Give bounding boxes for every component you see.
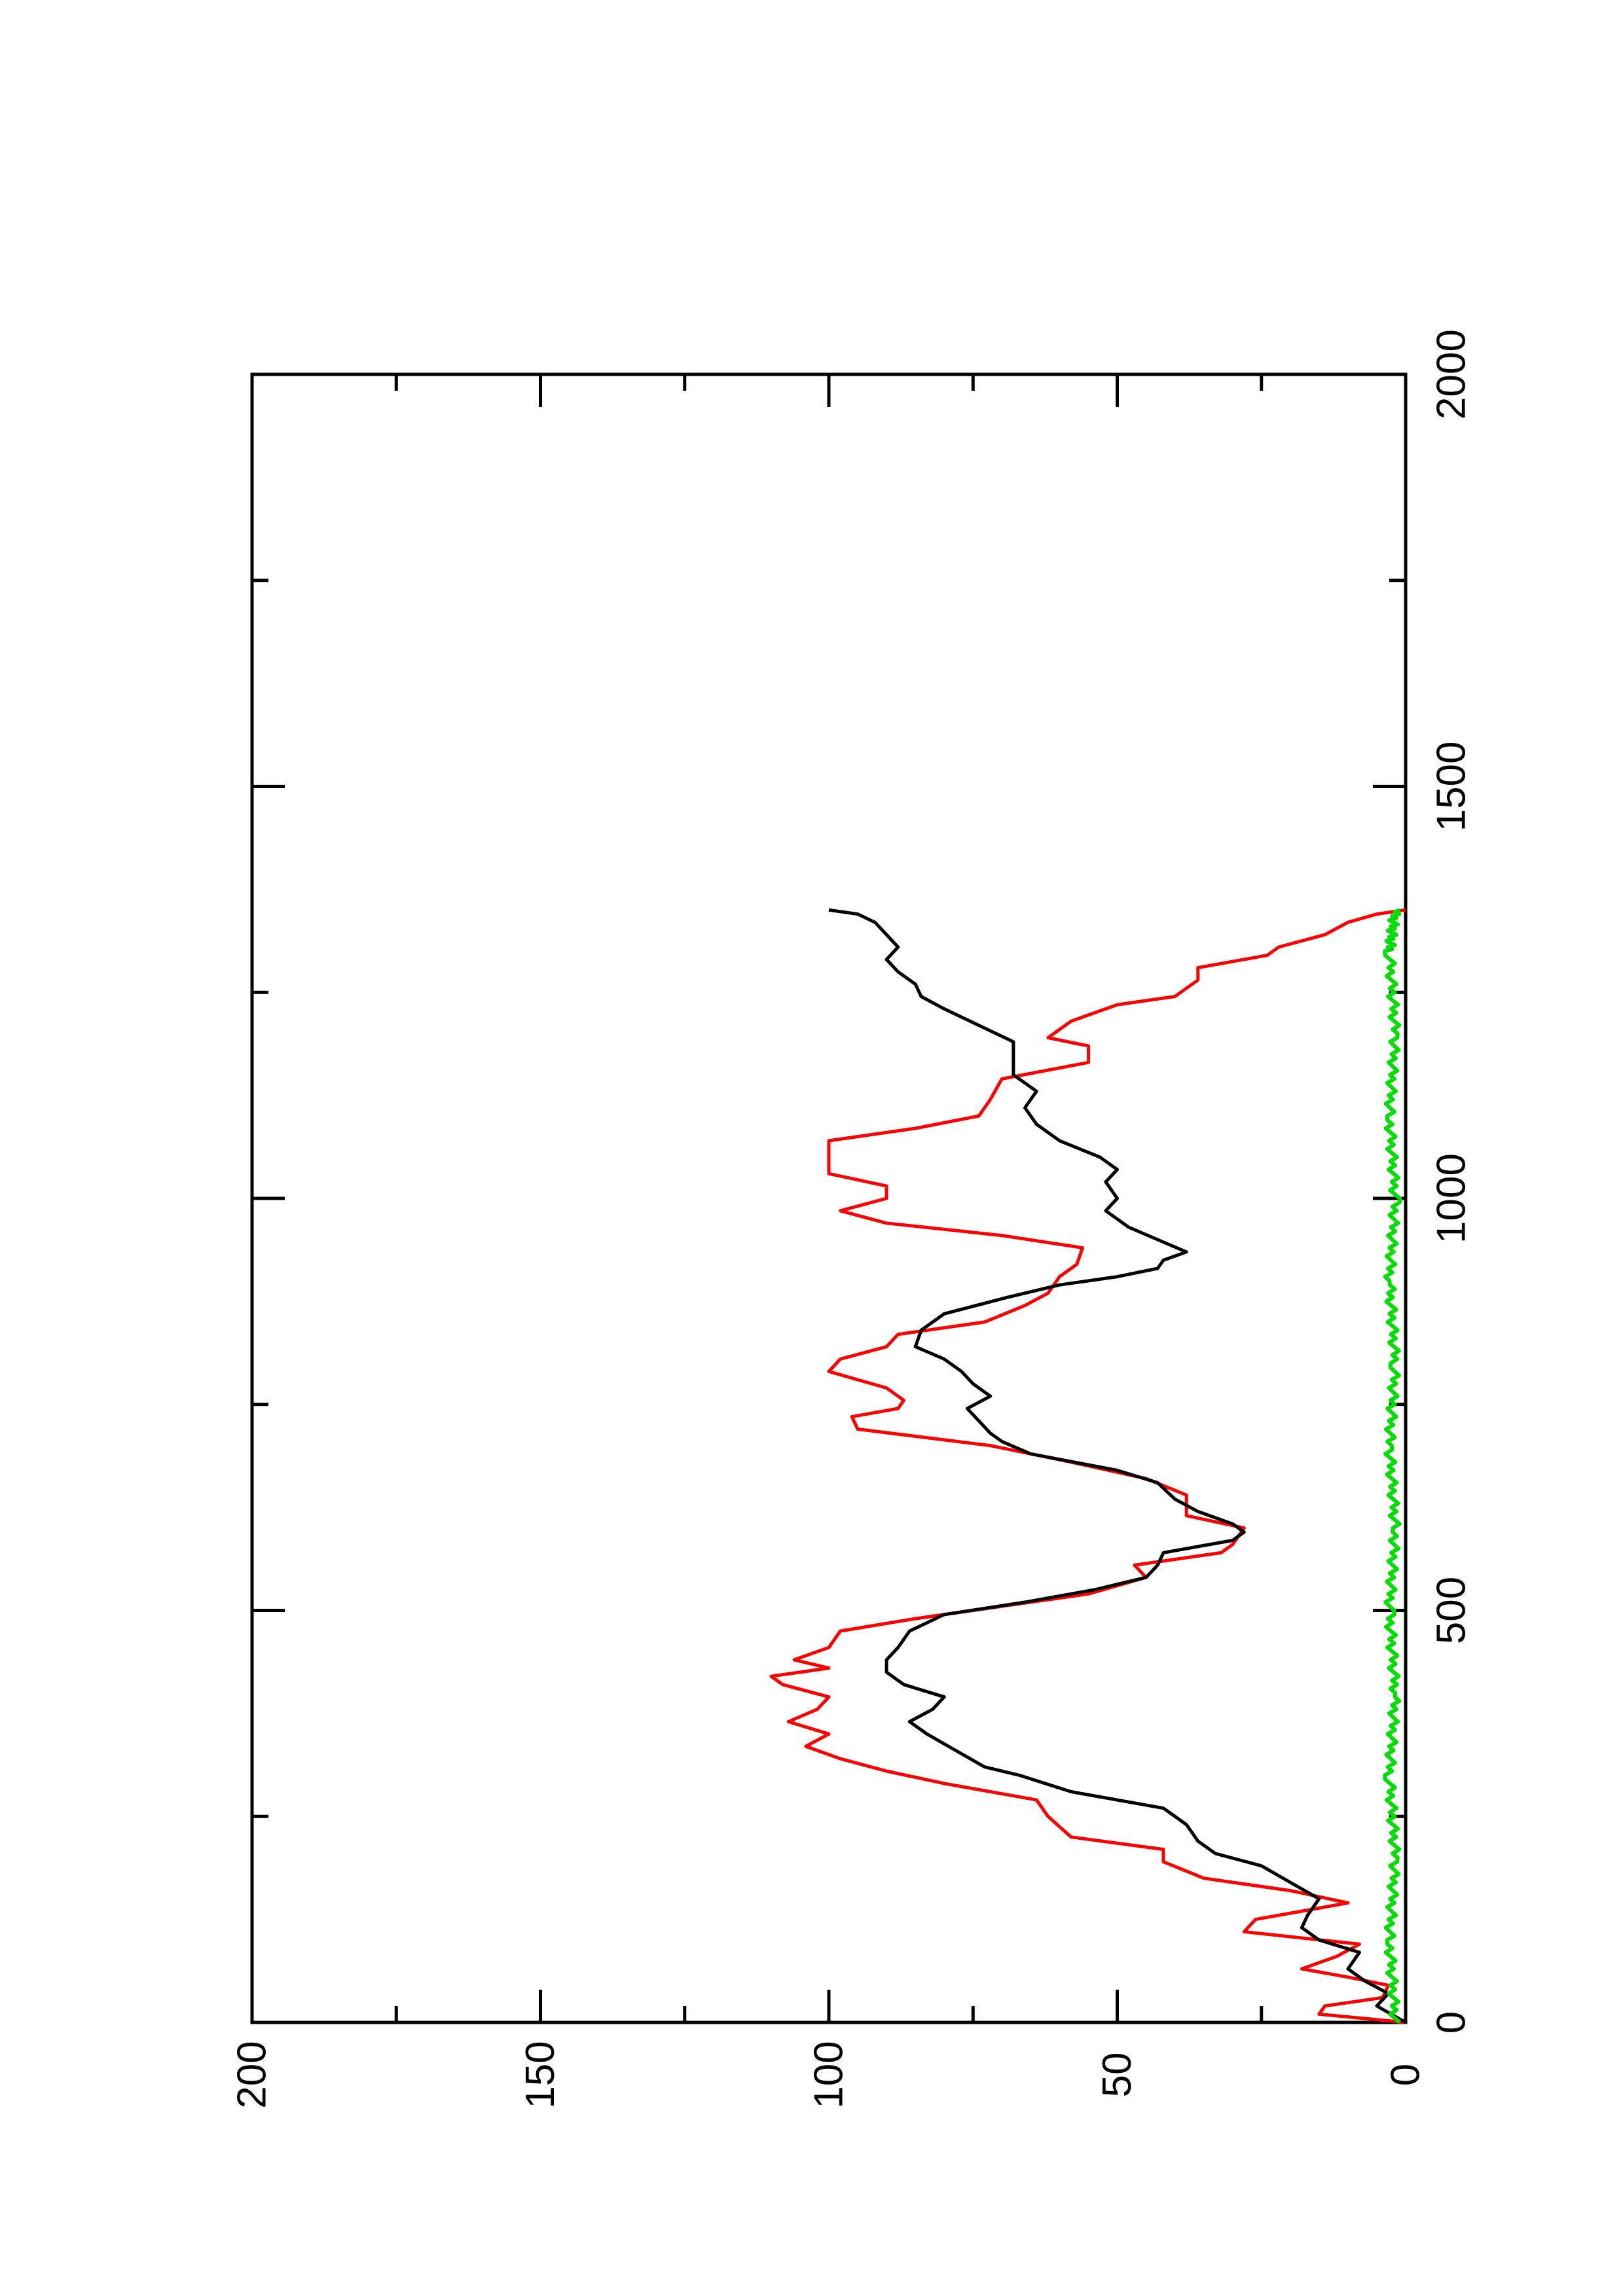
series-line-1 xyxy=(828,908,1407,2024)
axis-ticks xyxy=(250,372,1408,2024)
y-tick-label: 200 xyxy=(230,2041,275,2108)
plot-frame xyxy=(250,372,1408,2024)
x-tick-label: 1500 xyxy=(1429,742,1474,832)
y-tick-label: 0 xyxy=(1383,2064,1429,2086)
x-tick-label: 1000 xyxy=(1429,1153,1474,1244)
x-tick-label: 0 xyxy=(1429,2011,1474,2034)
axis-tick-labels: 0 500 1000 1500 2000 0 50 100 150 200 xyxy=(230,329,1474,2109)
y-tick-label: 50 xyxy=(1095,2053,1140,2098)
y-tick-label: 150 xyxy=(518,2041,563,2108)
series-layer xyxy=(769,908,1407,2024)
x-tick-label: 500 xyxy=(1429,1577,1474,1644)
y-tick-label: 100 xyxy=(807,2041,852,2108)
series-line-2 xyxy=(1383,908,1402,2024)
x-tick-label: 2000 xyxy=(1429,329,1474,420)
